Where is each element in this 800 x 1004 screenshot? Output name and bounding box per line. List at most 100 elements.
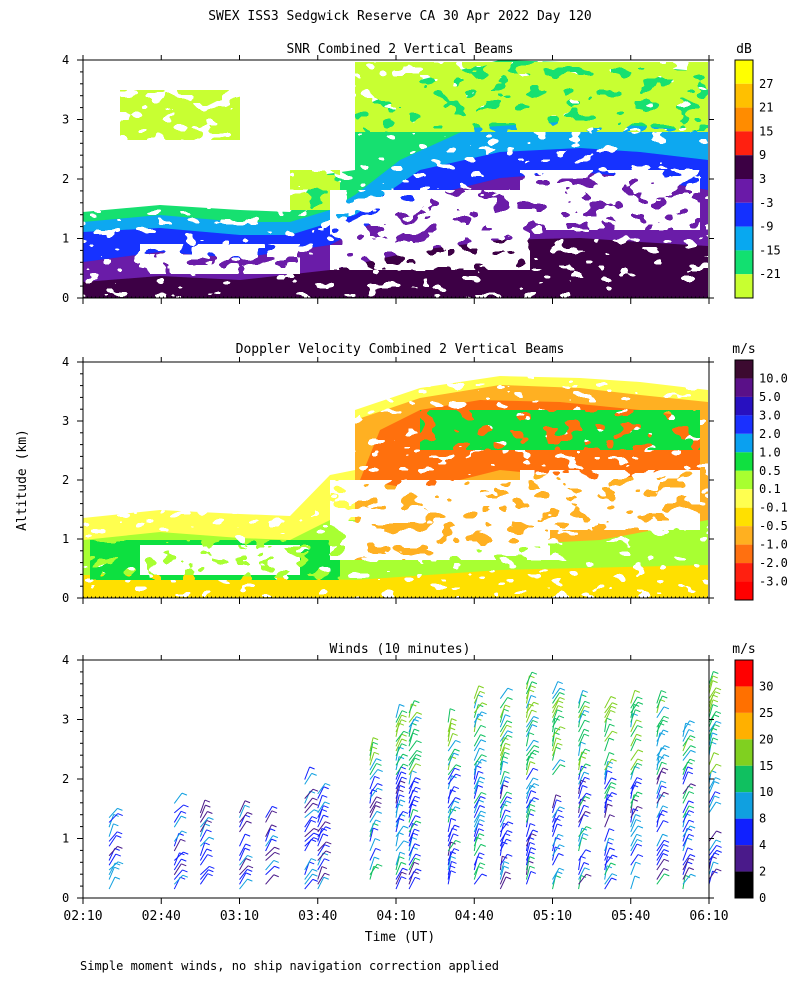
wind-barb-flag [581,694,587,698]
wind-barb-flag [398,789,404,793]
wind-barb [395,714,403,728]
wind-barb [395,799,401,814]
wind-barb-flag [245,843,251,847]
colorbar-label: -2.0 [759,556,788,570]
wind-barb-flag [450,855,456,859]
wind-barb-flag [610,709,616,713]
wind-barb-flag [716,763,722,767]
wind-barb-flag [453,800,460,804]
wind-barb-flag [528,813,534,816]
wind-barb-flag [115,853,121,857]
wind-barb-flag [715,777,721,781]
wind-barb-flag [377,783,383,786]
wind-barb [265,851,276,861]
wind-barb [473,691,481,704]
wind-barb [239,848,246,861]
x-tick-label: 05:40 [611,909,650,924]
wind-barb [630,690,636,704]
wind-barb [604,862,612,876]
y-tick-label: 2 [62,473,69,487]
wind-barb-flag [606,770,613,774]
wind-barb-flag [690,745,696,749]
wind-barb [578,763,586,776]
wind-barb [473,862,481,876]
wind-barb-flag [415,777,421,781]
wind-barb [173,852,180,866]
wind-barb-flag [415,786,421,790]
wind-barb-flag [531,833,537,837]
wind-barb-flag [506,724,512,728]
wind-barb-flag [583,804,589,808]
wind-barb-flag [245,858,252,861]
wind-barb [656,849,665,861]
velocity-colorbar: 10.0 5.0 3.0 2.0 1.0 0.5 0.1 -0.1 -0.5 -1.0 -2.0 -3… [734,359,788,601]
colorbar-label: 8 [759,812,766,826]
wind-barb-flag [180,815,187,819]
wind-barb [447,718,453,733]
wind-barb-flag [454,748,460,752]
wind-barb-flag [326,841,332,845]
wind-barb-flag [712,870,718,874]
wind-barb-flag [635,709,641,713]
wind-barb [656,716,665,728]
wind-barb-flag [481,754,487,758]
wind-barb-flag [113,823,119,827]
wind-barb-flag [714,791,721,795]
wind-barb [578,771,585,785]
wind-barb [525,695,532,709]
wind-barb-flag [529,823,536,826]
colorbar-label: 15 [759,759,773,773]
wind-barb [708,781,715,795]
wind-barb-flag [207,854,213,858]
wind-barb-flag [607,760,614,764]
wind-barb [682,758,691,771]
wind-barb-flag [401,719,407,723]
wind-barb-flag [313,832,319,836]
wind-barb [708,830,717,842]
wind-barb-flag [586,873,592,877]
wind-barb [317,786,325,799]
velocity-white-gaps [140,470,700,575]
wind-barb [447,833,454,847]
wind-barb [369,856,375,871]
wind-barb [525,685,532,699]
wind-barb [473,780,480,795]
wind-barb [304,832,315,842]
wind-barb-flag [376,810,382,814]
wind-barb [630,825,639,837]
wind-barb-flag [607,841,613,845]
wind-barb [656,780,662,795]
wind-barb [682,857,690,871]
wind-barb [656,859,665,871]
wind-barb-flag [117,813,123,817]
wind-barb [604,814,611,828]
wind-barb [265,824,272,837]
wind-barb-flag [455,773,461,777]
wind-barb-flag [557,700,564,704]
wind-barb [552,726,561,738]
wind-barb [656,820,664,833]
wind-barb [656,762,663,776]
wind-barb-flag [688,867,694,871]
wind-barb [499,697,508,709]
wind-barb-flag [450,722,457,726]
wind-barb-flag [413,799,419,803]
wind-barb-flag [477,713,484,717]
wind-barb-flag [715,710,722,714]
wind-barb [317,833,324,847]
wind-barb [369,796,377,809]
wind-barb-flag [477,856,483,860]
wind-barb [395,856,400,871]
wind-barb [604,723,611,737]
wind-barb-flag [455,839,461,843]
wind-barb-flag [401,871,407,875]
colorbar-swatch [735,489,753,508]
wind-barb-flag [481,873,488,877]
colorbar-swatch [735,396,753,416]
footer-note: Simple moment winds, no ship navigation … [80,959,499,973]
wind-barb [395,811,404,823]
wind-barb-flag [180,810,187,814]
colorbar-swatch [735,526,753,545]
wind-barb-flag [532,767,539,771]
wind-barb-flag [117,861,124,865]
